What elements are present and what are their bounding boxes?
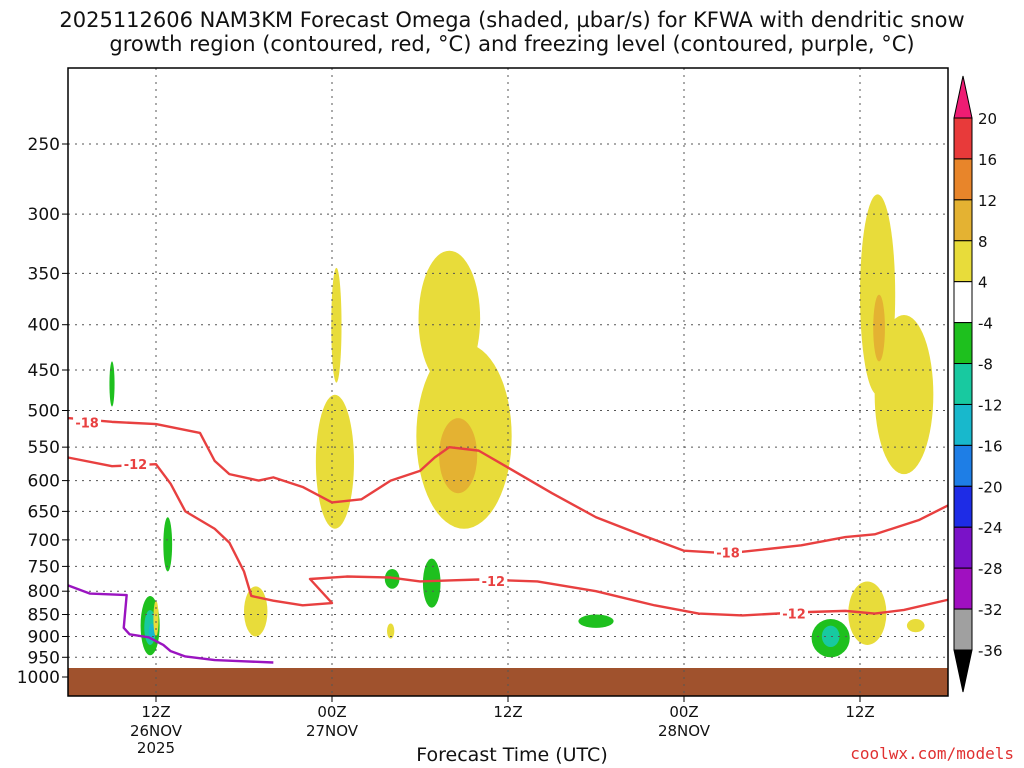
- y-tick-label-850: 850: [28, 606, 60, 626]
- colorbar: 20 16 12 8 4 -4 -8 -12 -16 -20 -24 -28 -32 -36: [953, 75, 1003, 693]
- colorbar-bottom-arrow: [953, 649, 973, 693]
- colorbar-label-6: -8: [978, 356, 993, 374]
- colorbar-label-10: -24: [978, 519, 1003, 537]
- colorbar-bin-12: [953, 608, 973, 651]
- x-tick-sublabel-0-0: 26NOV: [130, 722, 183, 740]
- contour-label-bg-2: [714, 544, 742, 560]
- x-tick-label-0: 12Z: [141, 703, 170, 721]
- x-axis-title: Forecast Time (UTC): [416, 744, 608, 766]
- x-tick-label-4: 12Z: [845, 703, 874, 721]
- y-tick-label-700: 700: [28, 531, 60, 551]
- omega-feature-13: [422, 558, 441, 608]
- contour-label-3: -12: [482, 575, 506, 590]
- x-tick-sublabel-3-0: 28NOV: [658, 722, 711, 740]
- colorbar-bin-7: [953, 403, 973, 446]
- y-tick-label-1000: 1000: [17, 668, 60, 688]
- omega-feature-17: [821, 625, 840, 648]
- colorbar-bin-4: [953, 281, 973, 324]
- credit-text: coolwx.com/models: [850, 744, 1014, 763]
- grid-lines: [68, 68, 948, 696]
- omega-shading: [68, 194, 948, 696]
- temperature-contours: -18 -12 -18 -12 -12: [67, 414, 949, 664]
- contour-line-2: [67, 584, 274, 664]
- colorbar-label-0: 20: [978, 110, 997, 128]
- omega-feature-20: [874, 314, 934, 475]
- x-tick-sublabel-1-0: 27NOV: [306, 722, 359, 740]
- contour-line-1: [67, 456, 949, 617]
- y-tick-label-350: 350: [28, 264, 60, 284]
- y-tick-label-550: 550: [28, 438, 60, 458]
- colorbar-label-9: -20: [978, 478, 1003, 496]
- axes: 2503003504004505005506006507007508008509…: [17, 67, 949, 757]
- y-tick-label-300: 300: [28, 205, 60, 225]
- y-tick-label-250: 250: [28, 135, 60, 155]
- omega-feature-11: [439, 418, 478, 494]
- omega-feature-22: [906, 619, 925, 633]
- colorbar-label-3: 8: [978, 233, 988, 251]
- omega-feature-1: [163, 517, 173, 572]
- x-tick-label-2: 12Z: [493, 703, 522, 721]
- x-tick-label-1: 00Z: [317, 703, 346, 721]
- colorbar-label-1: 16: [978, 151, 997, 169]
- colorbar-label-11: -28: [978, 560, 1003, 578]
- colorbar-bin-5: [953, 322, 973, 365]
- colorbar-bin-9: [953, 485, 973, 528]
- omega-feature-21: [873, 294, 885, 362]
- colorbar-bin-8: [953, 444, 973, 487]
- y-tick-label-400: 400: [28, 316, 60, 336]
- y-tick-label-800: 800: [28, 582, 60, 602]
- colorbar-top-arrow: [953, 75, 973, 119]
- contour-label-0: -18: [75, 417, 99, 432]
- y-tick-label-650: 650: [28, 502, 60, 522]
- y-tick-label-450: 450: [28, 361, 60, 381]
- plot-frame: [67, 67, 949, 697]
- colorbar-label-12: -32: [978, 601, 1003, 619]
- omega-feature-7: [331, 267, 342, 383]
- colorbar-label-7: -12: [978, 396, 1003, 414]
- colorbar-label-2: 12: [978, 192, 997, 210]
- y-tick-label-900: 900: [28, 627, 60, 647]
- omega-feature-5: [153, 600, 159, 637]
- y-tick-label-500: 500: [28, 402, 60, 422]
- colorbar-bin-3: [953, 240, 973, 283]
- colorbar-label-4: 4: [978, 274, 988, 292]
- contour-label-bg-1: [121, 456, 150, 472]
- contour-label-1: -12: [124, 458, 148, 473]
- colorbar-bin-2: [953, 199, 973, 242]
- y-tick-label-600: 600: [28, 472, 60, 492]
- contour-label-bg-4: [780, 605, 808, 621]
- colorbar-bin-11: [953, 567, 973, 610]
- colorbar-bin-6: [953, 363, 973, 405]
- contour-line-0: [67, 416, 949, 555]
- chart-title-line-2: growth region (contoured, red, °C) and f…: [109, 32, 915, 56]
- colorbar-label-5: -4: [978, 315, 993, 333]
- y-tick-label-750: 750: [28, 557, 60, 577]
- y-tick-label-950: 950: [28, 648, 60, 668]
- colorbar-bin-1: [953, 158, 973, 201]
- contour-label-2: -18: [716, 546, 740, 561]
- contour-label-bg-0: [73, 414, 102, 430]
- chart-title-line-1: 2025112606 NAM3KM Forecast Omega (shaded…: [59, 8, 965, 32]
- colorbar-bin-10: [953, 526, 973, 569]
- x-tick-label-3: 00Z: [669, 703, 698, 721]
- contour-label-4: -12: [782, 608, 806, 623]
- omega-feature-15: [578, 614, 614, 628]
- omega-feature-8: [315, 394, 354, 529]
- contour-label-bg-3: [479, 572, 508, 588]
- colorbar-label-8: -16: [978, 437, 1003, 455]
- colorbar-bin-0: [953, 117, 973, 160]
- omega-feature-6: [244, 586, 268, 637]
- omega-feature-0: [109, 361, 115, 407]
- x-tick-sublabel-0-1: 2025: [137, 739, 175, 757]
- omega-feature-14: [387, 623, 395, 639]
- colorbar-label-13: -36: [978, 642, 1003, 660]
